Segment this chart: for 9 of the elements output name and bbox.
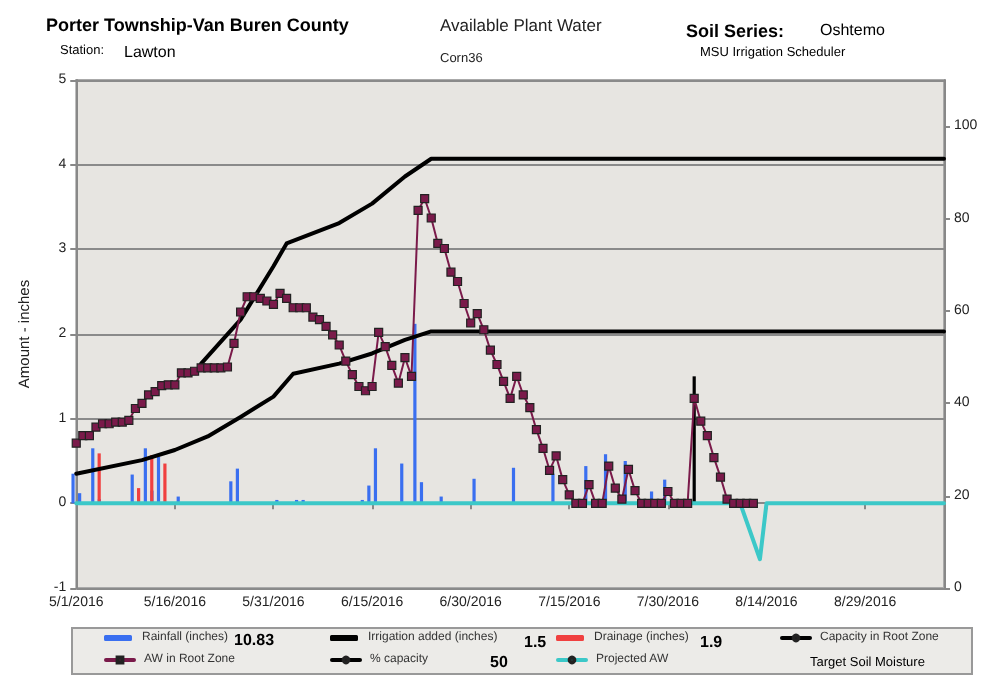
text: 50: [490, 653, 509, 671]
chart-title: Available Plant Water: [440, 15, 602, 35]
text: Lawton: [124, 43, 176, 61]
text: 10.83: [234, 631, 276, 649]
text: Porter Township-Van Buren County: [46, 15, 349, 35]
text: 1.9: [700, 633, 724, 651]
text: 1.5: [524, 633, 548, 651]
text: Oshtemo: [820, 21, 887, 39]
text: Soil Series:: [686, 21, 785, 41]
